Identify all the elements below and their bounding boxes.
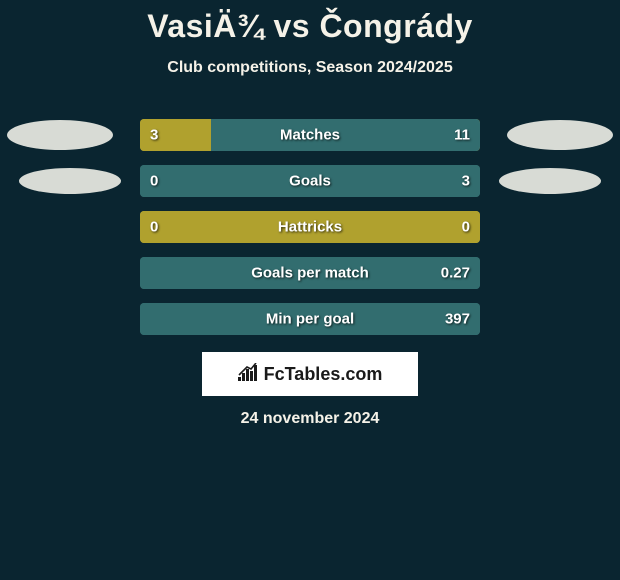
stat-row: 0 3 Goals xyxy=(0,165,620,197)
stat-row: 397 Min per goal xyxy=(0,303,620,335)
chart-icon xyxy=(238,363,260,386)
logo-label: FcTables.com xyxy=(264,364,383,385)
bar-container: 0.27 Goals per match xyxy=(140,257,480,289)
player-marker-right xyxy=(507,120,613,150)
value-left: 3 xyxy=(150,127,158,144)
logo-text: FcTables.com xyxy=(238,363,383,386)
value-left: 0 xyxy=(150,173,158,190)
header: VasiÄ¾ vs Čongrády Club competitions, Se… xyxy=(0,0,620,77)
bar-container: 0 3 Goals xyxy=(140,165,480,197)
date-label: 24 november 2024 xyxy=(241,410,380,428)
value-right: 0.27 xyxy=(441,265,470,282)
stat-label: Hattricks xyxy=(278,219,342,236)
bar-container: 397 Min per goal xyxy=(140,303,480,335)
stat-label: Goals xyxy=(289,173,331,190)
comparison-chart: 3 11 Matches 0 3 Goals 0 0 Hattricks 0.27 Goals pe… xyxy=(0,119,620,335)
player-marker-right xyxy=(499,168,601,194)
page-title: VasiÄ¾ vs Čongrády xyxy=(0,8,620,45)
bar-container: 0 0 Hattricks xyxy=(140,211,480,243)
value-right: 3 xyxy=(462,173,470,190)
stat-row: 0.27 Goals per match xyxy=(0,257,620,289)
value-right: 397 xyxy=(445,311,470,328)
stat-row: 0 0 Hattricks xyxy=(0,211,620,243)
value-right: 11 xyxy=(454,127,470,144)
stat-label: Matches xyxy=(280,127,340,144)
bar-right xyxy=(211,119,480,151)
logo-box: FcTables.com xyxy=(202,352,418,396)
stat-row: 3 11 Matches xyxy=(0,119,620,151)
value-right: 0 xyxy=(462,219,470,236)
player-marker-left xyxy=(19,168,121,194)
bar-container: 3 11 Matches xyxy=(140,119,480,151)
page-subtitle: Club competitions, Season 2024/2025 xyxy=(0,59,620,77)
stat-label: Goals per match xyxy=(251,265,369,282)
stat-label: Min per goal xyxy=(266,311,354,328)
player-marker-left xyxy=(7,120,113,150)
value-left: 0 xyxy=(150,219,158,236)
